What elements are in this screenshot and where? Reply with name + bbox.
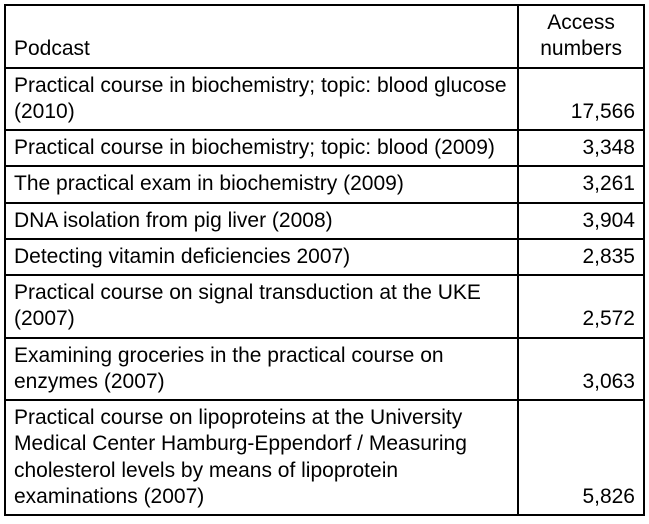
cell-podcast: The practical exam in biochemistry (2009… xyxy=(5,166,518,202)
podcast-access-table: Podcast Access numbers Practical course … xyxy=(4,4,645,516)
cell-podcast: Examining groceries in the practical cou… xyxy=(5,338,518,401)
table-row: Examining groceries in the practical cou… xyxy=(5,338,644,401)
cell-podcast: Practical course on lipoproteins at the … xyxy=(5,400,518,515)
table-row: Practical course on lipoproteins at the … xyxy=(5,400,644,515)
table-row: Detecting vitamin deficiencies 2007) 2,8… xyxy=(5,239,644,275)
cell-podcast: Detecting vitamin deficiencies 2007) xyxy=(5,239,518,275)
cell-access: 3,348 xyxy=(518,130,644,166)
header-podcast: Podcast xyxy=(5,5,518,68)
table-row: Practical course on signal transduction … xyxy=(5,275,644,338)
cell-podcast: Practical course in biochemistry; topic:… xyxy=(5,68,518,131)
header-access: Access numbers xyxy=(518,5,644,68)
cell-access: 2,572 xyxy=(518,275,644,338)
cell-access: 3,261 xyxy=(518,166,644,202)
cell-access: 3,904 xyxy=(518,203,644,239)
table-row: The practical exam in biochemistry (2009… xyxy=(5,166,644,202)
table-header-row: Podcast Access numbers xyxy=(5,5,644,68)
cell-access: 3,063 xyxy=(518,338,644,401)
cell-podcast: DNA isolation from pig liver (2008) xyxy=(5,203,518,239)
cell-access: 17,566 xyxy=(518,68,644,131)
cell-access: 5,826 xyxy=(518,400,644,515)
table-row: Practical course in biochemistry; topic:… xyxy=(5,130,644,166)
cell-podcast: Practical course in biochemistry; topic:… xyxy=(5,130,518,166)
table-row: Practical course in biochemistry; topic:… xyxy=(5,68,644,131)
cell-podcast: Practical course on signal transduction … xyxy=(5,275,518,338)
table-row: DNA isolation from pig liver (2008) 3,90… xyxy=(5,203,644,239)
cell-access: 2,835 xyxy=(518,239,644,275)
table-container: Podcast Access numbers Practical course … xyxy=(0,0,649,524)
